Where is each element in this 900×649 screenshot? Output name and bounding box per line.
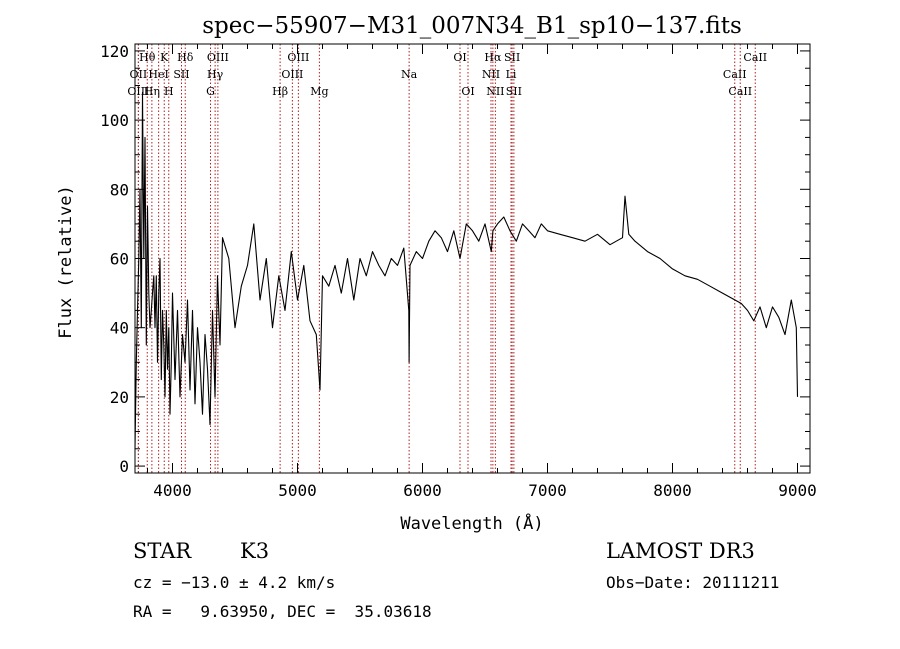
- spectral-line-label: SII: [173, 68, 189, 81]
- spectral-line-label: NII: [486, 85, 504, 98]
- spectral-line-label: OIII: [281, 68, 303, 81]
- x-tick-label: 4000: [153, 481, 192, 500]
- spectral-line-label: CaII: [723, 68, 747, 81]
- spectral-line-label: OIII: [127, 85, 149, 98]
- spectral-line-label: SII: [506, 85, 522, 98]
- y-tick-label: 0: [119, 457, 129, 476]
- spectral-line-label: Hα: [484, 51, 502, 64]
- spectral-line-label: OIII: [287, 51, 309, 64]
- spectral-line-label: Mg: [310, 85, 328, 98]
- y-tick-label: 120: [100, 42, 129, 61]
- chart-title: spec−55907−M31_007N34_B1_sp10−137.fits: [202, 13, 742, 39]
- spectral-line-label: NII: [482, 68, 500, 81]
- plot-frame: [134, 43, 811, 474]
- spectral-line-label: CaII: [728, 85, 752, 98]
- spectrum-line: [134, 91, 799, 449]
- spectral-line-label: HeI: [148, 68, 168, 81]
- observation-date: Obs−Date: 20111211: [606, 573, 780, 592]
- survey-name: LAMOST DR3: [606, 539, 755, 563]
- spectral-line-label: Li: [506, 68, 517, 81]
- y-tick-label: 40: [110, 319, 129, 338]
- y-tick-label: 100: [100, 111, 129, 130]
- x-tick-label: 8000: [653, 481, 692, 500]
- spectral-line-label: OI: [461, 85, 474, 98]
- spectral-line-label: G: [206, 85, 215, 98]
- y-axis-label: Flux (relative): [56, 185, 76, 339]
- spectral-line-label: OIII: [207, 51, 229, 64]
- y-tick-label: 60: [110, 250, 129, 269]
- spectral-line-label: Hδ: [177, 51, 194, 64]
- spectral-line-label: Na: [401, 68, 418, 81]
- y-tick-label: 80: [110, 180, 129, 199]
- object-class: STAR: [133, 539, 192, 563]
- spectral-line-label: SII: [504, 51, 520, 64]
- spectral-line-label: Hβ: [272, 85, 288, 98]
- x-tick-label: 9000: [778, 481, 817, 500]
- spectral-line-label: Hγ: [207, 68, 224, 81]
- spectral-line-label: Hθ: [139, 51, 156, 64]
- object-subclass: K3: [240, 539, 270, 563]
- x-tick-label: 6000: [403, 481, 442, 500]
- y-tick-label: 20: [110, 388, 129, 407]
- spectral-line-label: H: [164, 85, 174, 98]
- redshift-velocity: cz = −13.0 ± 4.2 km/s: [133, 573, 336, 592]
- spectral-line-label: OII: [130, 68, 148, 81]
- spectral-line-label: CaII: [743, 51, 767, 64]
- x-tick-label: 7000: [528, 481, 567, 500]
- spectral-line-label: Hη: [144, 85, 160, 98]
- x-axis-label: Wavelength (Å): [400, 512, 543, 534]
- spectral-line-label: K: [160, 51, 169, 64]
- sky-coordinates: RA = 9.63950, DEC = 35.03618: [133, 602, 432, 621]
- x-tick-label: 5000: [278, 481, 317, 500]
- spectral-line-label: OI: [453, 51, 466, 64]
